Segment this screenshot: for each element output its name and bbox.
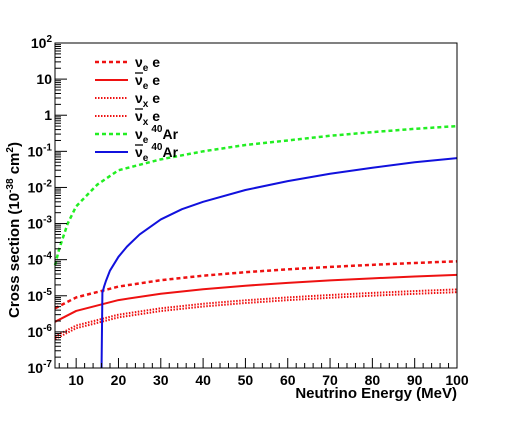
y-tick-label: 10-6	[28, 323, 53, 340]
plot-frame	[54, 42, 458, 369]
x-tick-label: 70	[322, 372, 338, 388]
y-tick-label: 10-4	[28, 251, 53, 268]
x-tick-label: 10	[68, 372, 84, 388]
legend-label-nue_ar: νe40Ar	[135, 124, 179, 146]
y-tick-label: 10-2	[28, 178, 53, 195]
series-line-nux_e	[54, 288, 458, 338]
legend-label-nuxbar_e: νx e	[135, 108, 160, 128]
y-tick-label: 10	[36, 71, 52, 87]
series-line-nue_e	[54, 260, 458, 310]
y-axis-label: Cross section (10-38 cm2)	[5, 142, 23, 318]
y-tick-label: 102	[31, 34, 53, 51]
x-tick-label: 80	[365, 372, 381, 388]
y-tick-label: 10-7	[28, 359, 53, 376]
x-tick-label: 60	[280, 372, 296, 388]
series-line-nuebar_ar	[100, 157, 458, 369]
series-line-nue_ar	[53, 124, 458, 266]
legend-label-nuebar_ar: νe40Ar	[135, 142, 179, 164]
legend-label-nux_e: νx e	[135, 90, 160, 110]
y-tick-label: 10-3	[28, 215, 53, 232]
legend-label-nue_e: νe e	[135, 54, 160, 74]
x-tick-label: 20	[111, 372, 127, 388]
x-tick-label: 30	[153, 372, 169, 388]
x-tick-label: 40	[195, 372, 211, 388]
x-tick-label: 90	[407, 372, 423, 388]
y-tick-label: 10-1	[28, 142, 53, 159]
x-tick-label: 50	[238, 372, 254, 388]
legend-label-nuebar_e: νe e	[135, 72, 160, 92]
x-tick-label: 100	[445, 372, 469, 388]
x-axis-label: Neutrino Energy (MeV)	[295, 385, 457, 402]
y-tick-label: 1	[44, 107, 52, 123]
y-tick-label: 10-5	[28, 287, 53, 304]
series-line-nuxbar_e	[54, 291, 458, 341]
series-line-nuebar_e	[54, 273, 458, 323]
